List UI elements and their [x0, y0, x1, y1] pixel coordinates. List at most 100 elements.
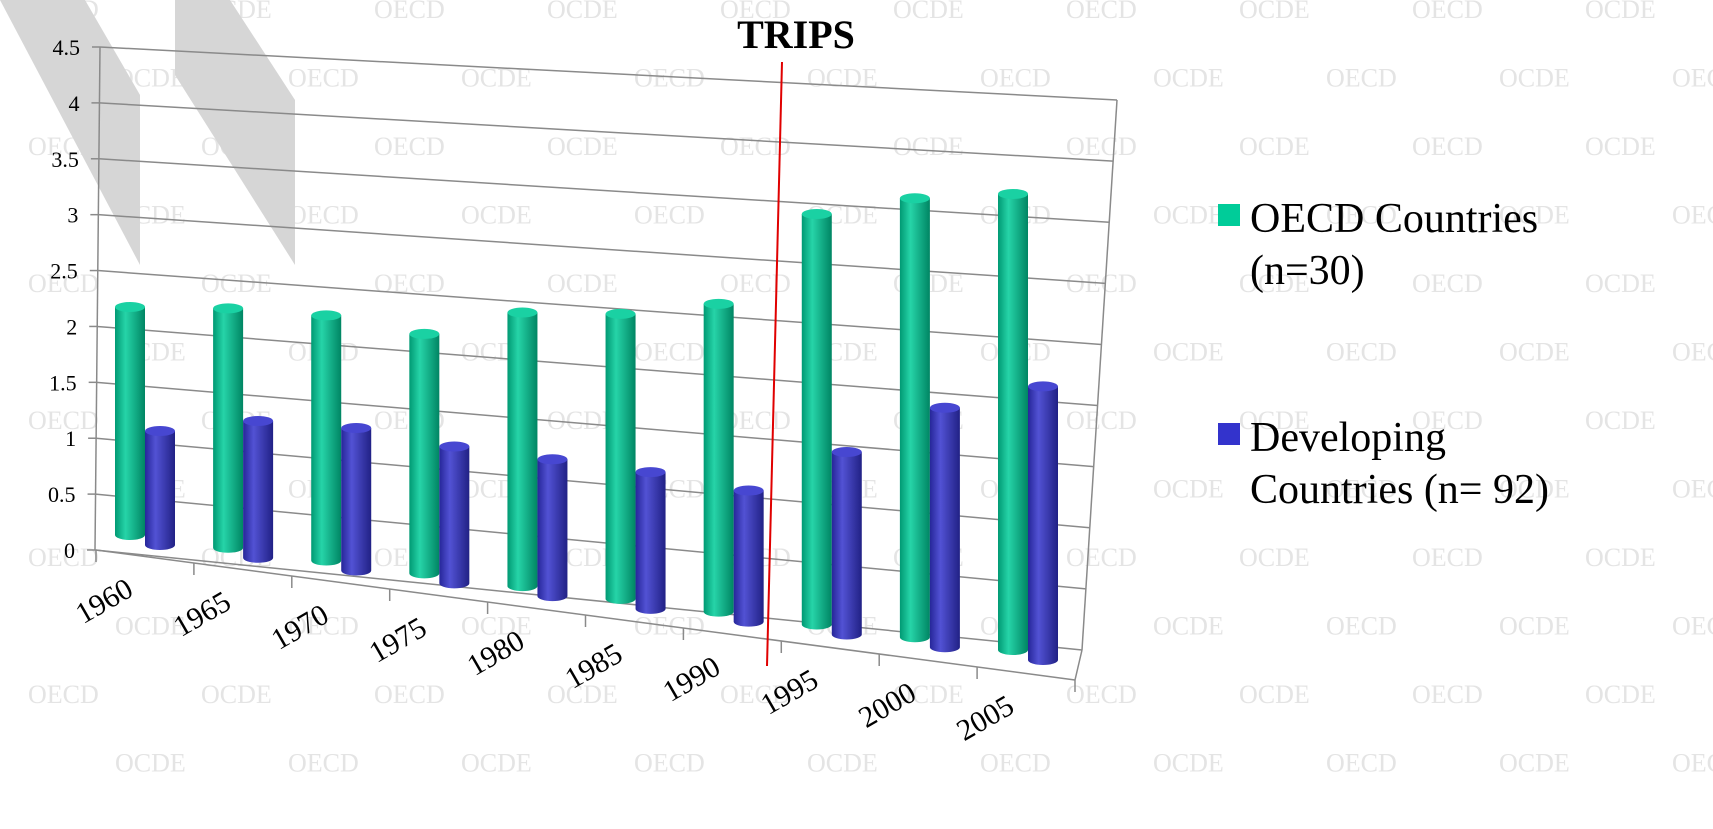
watermark-text: OCDE: [1499, 201, 1570, 230]
bar-top: [998, 188, 1028, 199]
watermark-text: OCDE: [1239, 543, 1310, 572]
bar-top: [733, 485, 764, 496]
bar-developing: [929, 407, 960, 653]
y-tick-label: 0: [64, 538, 75, 563]
watermark-text: OECD: [288, 64, 359, 93]
watermark-text: OECD: [720, 680, 791, 709]
watermark-text: OECD: [1672, 475, 1713, 504]
x-tick-label: 1975: [364, 611, 432, 670]
gridline: [99, 102, 1114, 162]
gridline: [97, 269, 1102, 346]
bar-top: [899, 193, 930, 204]
watermark-text: OCDE: [461, 749, 532, 778]
watermark-text: OCDE: [1585, 543, 1656, 572]
watermark-text: OCDE: [201, 680, 272, 709]
watermark-text: OCDE: [1499, 749, 1570, 778]
watermark-text: OCDE: [1153, 612, 1224, 641]
watermark-text: OECD: [1672, 749, 1713, 778]
watermark-text: OECD: [288, 201, 359, 230]
bar-top: [409, 328, 440, 339]
bar-top: [537, 454, 568, 465]
bar-developing: [439, 446, 470, 589]
y-tick-label: 1: [65, 426, 76, 451]
y-tick-label: 4.5: [53, 35, 81, 60]
y-tick-label: 0.5: [48, 482, 76, 507]
watermark-text: OECD: [634, 201, 705, 230]
watermark-text: OECD: [634, 338, 705, 367]
y-axis-line: [94, 46, 101, 551]
bar-top: [213, 303, 244, 314]
watermark-text: OCDE: [1239, 132, 1310, 161]
watermark-text: OCDE: [1499, 338, 1570, 367]
watermark-text: OCDE: [807, 749, 878, 778]
watermark-text: OECD: [374, 0, 445, 24]
watermark-text: OCDE: [115, 749, 186, 778]
watermark-text: OECD: [288, 612, 359, 641]
bar-oecd: [801, 213, 832, 630]
watermark-text: OECD: [1326, 201, 1397, 230]
y-tick-label: 3.5: [51, 147, 79, 172]
legend-swatch: [1218, 423, 1240, 445]
bar-top: [243, 415, 274, 426]
watermark-text: OECD: [1412, 680, 1483, 709]
watermark-text: OECD: [1066, 406, 1137, 435]
watermark-text: OECD: [1326, 475, 1397, 504]
watermark-text: OCDE: [201, 269, 272, 298]
bar-top: [703, 298, 734, 309]
gridline: [97, 325, 1098, 407]
bar-developing: [1028, 386, 1058, 665]
bar-developing: [635, 472, 666, 614]
watermark-text: OCDE: [115, 612, 186, 641]
legend-label: Developing: [1250, 415, 1446, 461]
y-tick-label: 1.5: [49, 370, 77, 395]
watermark-text: OECD: [1412, 269, 1483, 298]
watermark-text: OCDE: [547, 0, 618, 24]
bar-top: [439, 441, 470, 452]
bar-oecd: [213, 308, 244, 553]
watermark-text: OECD: [980, 749, 1051, 778]
watermark-text: OECD: [980, 64, 1051, 93]
decorative-stripe: [175, 0, 295, 265]
bar-top: [801, 208, 832, 219]
watermark-text: OCDE: [807, 64, 878, 93]
bar-top: [507, 307, 538, 318]
watermark-text: OCDE: [1153, 749, 1224, 778]
watermark-text: OECD: [1066, 543, 1137, 572]
watermark-text: OECD: [1412, 132, 1483, 161]
watermark-text: OECD: [28, 543, 99, 572]
watermark-text: OCDE: [1153, 475, 1224, 504]
legend: OECD Countries (n=30) Developing Countries …: [1218, 196, 1549, 513]
watermark-text: OECD: [28, 680, 99, 709]
watermark-text: OCDE: [547, 132, 618, 161]
y-tick-labels: 0 0.5 1 1.5 2 2.5 3 3.5 4 4.5: [48, 35, 80, 563]
watermark-text: OECD: [1412, 0, 1483, 24]
bar-oecd: [998, 193, 1028, 656]
watermark-text: OCDE: [893, 132, 964, 161]
watermark-text: OCDE: [1153, 201, 1224, 230]
watermark-text: OECD: [1326, 612, 1397, 641]
bar-oecd: [115, 306, 145, 540]
watermark-text: OECD: [634, 749, 705, 778]
watermark-text: OECD: [374, 680, 445, 709]
watermark-text: OECD: [1066, 0, 1137, 24]
bar-top: [635, 467, 666, 478]
watermark-text: OCDE: [893, 0, 964, 24]
watermark-text: OCDE: [461, 612, 532, 641]
watermark-text: OCDE: [1499, 475, 1570, 504]
bar-top: [1028, 381, 1058, 392]
bar-top: [311, 310, 342, 321]
watermark-text: OECD: [28, 269, 99, 298]
decorative-stripe: [0, 0, 140, 265]
watermark-text: OCDE: [1585, 680, 1656, 709]
watermark-text: OECD: [288, 749, 359, 778]
bar-developing: [341, 428, 372, 576]
legend-label: (n=30): [1250, 248, 1365, 294]
trips-label: TRIPS: [737, 12, 855, 57]
watermark-text: OECD: [720, 0, 791, 24]
watermark-text: OECD: [1672, 201, 1713, 230]
watermark-text: OCDE: [1499, 64, 1570, 93]
bar-oecd: [899, 198, 930, 643]
watermark-text: OCDE: [1239, 406, 1310, 435]
watermark-text: OCDE: [1585, 132, 1656, 161]
